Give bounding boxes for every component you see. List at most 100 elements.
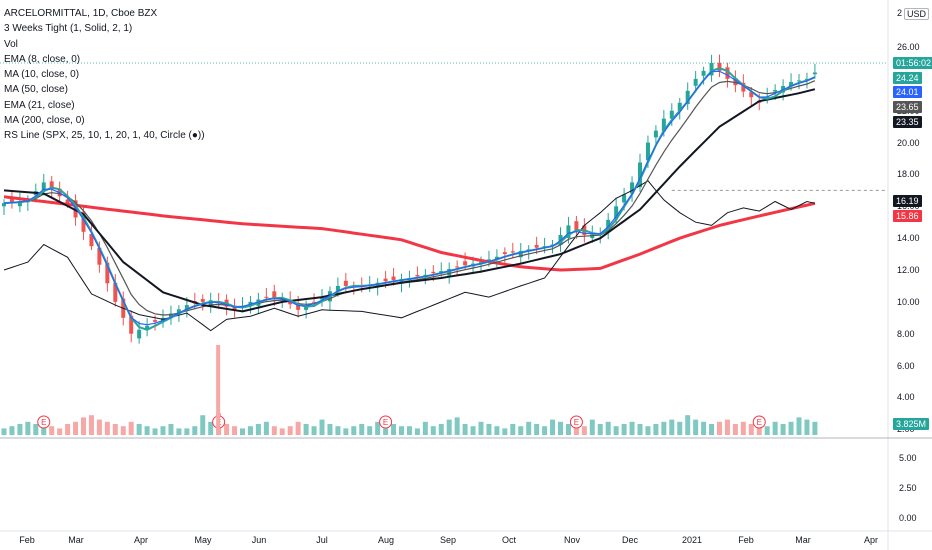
legend-3-weeks-tight[interactable]: 3 Weeks Tight (1, Solid, 2, 1) (4, 23, 133, 35)
volume-bar (335, 426, 341, 435)
volume-bar (1, 428, 7, 435)
volume-bar (526, 421, 532, 435)
time-tick-label: Mar (68, 535, 84, 545)
price-tick-label: 2 (897, 8, 902, 18)
candle (343, 272, 348, 293)
candle (272, 284, 277, 306)
candle (455, 260, 460, 276)
candle (351, 281, 356, 295)
volume-bar (550, 419, 556, 435)
candle (510, 242, 515, 259)
price-label-rs: 16.19 (893, 195, 922, 207)
volume-bar (351, 426, 357, 435)
candle (526, 245, 531, 260)
time-tick-label: Aug (378, 535, 394, 545)
volume-bar (518, 426, 524, 435)
volume-bar (120, 426, 126, 435)
volume-bar (96, 419, 102, 435)
volume-bar (653, 424, 659, 435)
symbol-title[interactable]: ARCELORMITTAL, 1D, Cboe BZX (4, 8, 158, 19)
volume-bar (104, 421, 110, 435)
volume-bar (319, 419, 325, 435)
volume-bar (303, 424, 309, 435)
price-label-ma50: 23.35 (893, 116, 922, 128)
legend-ma200[interactable]: MA (200, close, 0) (4, 115, 85, 127)
volume-bar (311, 426, 317, 435)
volume-bar (65, 424, 71, 435)
time-tick-label: Oct (502, 535, 517, 545)
price-tick-label: 4.00 (897, 392, 915, 402)
volume-bar (701, 421, 707, 435)
candle (630, 176, 635, 202)
price-label-ema21: 23.65 (893, 101, 922, 113)
volume-bar (399, 426, 404, 435)
time-tick-label: Feb (19, 535, 35, 545)
volume-bar (279, 428, 285, 435)
volume-bar (558, 421, 563, 435)
price-tick-label: 6.00 (897, 361, 915, 371)
price-tick-label: 8.00 (897, 329, 915, 339)
svg-text:E: E (41, 418, 46, 427)
candle (439, 262, 444, 277)
volume-bar (613, 426, 619, 435)
volume-bar (200, 415, 206, 435)
lower-tick-label: 0.00 (899, 513, 917, 523)
volume-bar (136, 424, 142, 435)
svg-text:E: E (757, 418, 762, 427)
legend-ema21[interactable]: EMA (21, close) (4, 99, 75, 111)
volume-bar (446, 419, 452, 435)
candle (677, 97, 682, 120)
volume-bar (430, 426, 436, 435)
legend-vol[interactable]: Vol (4, 38, 18, 50)
price-tick-label: 14.00 (897, 233, 920, 243)
time-tick-label: Jun (252, 535, 267, 545)
time-tick-label: Apr (134, 535, 148, 545)
volume-bar (287, 426, 293, 435)
legend-rs-line[interactable]: RS Line (SPX, 25, 10, 1, 20, 1, 40, Circ… (4, 130, 205, 142)
earnings-marker: E (379, 415, 393, 429)
volume-bar (263, 421, 269, 435)
volume-bar (542, 426, 548, 435)
legend-ma50[interactable]: MA (50, close) (4, 84, 68, 96)
earnings-marker: E (569, 415, 583, 429)
volume-bar (454, 417, 460, 435)
volume-bar (383, 428, 389, 435)
time-tick-label: Apr (864, 535, 878, 545)
volume-bar (478, 421, 484, 435)
volume-bar (33, 424, 39, 435)
volume-bar (669, 419, 675, 435)
volume-bar (73, 421, 79, 435)
volume-bar (247, 426, 253, 435)
volume-bar (597, 424, 603, 435)
candle (693, 70, 698, 93)
price-tick-label: 12.00 (897, 265, 920, 275)
legend-ma10[interactable]: MA (10, close, 0) (4, 69, 80, 81)
candle (137, 321, 142, 344)
volume-bar (462, 424, 468, 435)
ma50-line (3, 88, 816, 313)
candle (733, 70, 738, 93)
volume-bar (510, 424, 516, 435)
volume-bar (422, 421, 428, 435)
svg-text:E: E (574, 418, 579, 427)
volume-bar (589, 419, 595, 435)
legend-ema8[interactable]: EMA (8, close, 0) (4, 53, 81, 65)
volume-bar (645, 426, 651, 435)
ma200-line (3, 195, 816, 272)
candle (89, 225, 94, 251)
price-label-ma200: 15.86 (893, 210, 922, 222)
volume-bar (216, 345, 221, 435)
volume-bar (224, 424, 230, 435)
candle (25, 195, 30, 211)
candle (2, 199, 6, 216)
volume-bar (581, 426, 587, 435)
volume-bar (367, 426, 373, 435)
volume-bar (25, 421, 31, 435)
lower-tick-label: 5.00 (899, 453, 917, 463)
volume-bar (494, 426, 500, 435)
earnings-marker: E (752, 415, 766, 429)
volume-bar (534, 424, 540, 435)
currency-button[interactable]: USD (904, 8, 930, 20)
volume-bar (740, 421, 746, 435)
volume-bar (804, 419, 810, 435)
